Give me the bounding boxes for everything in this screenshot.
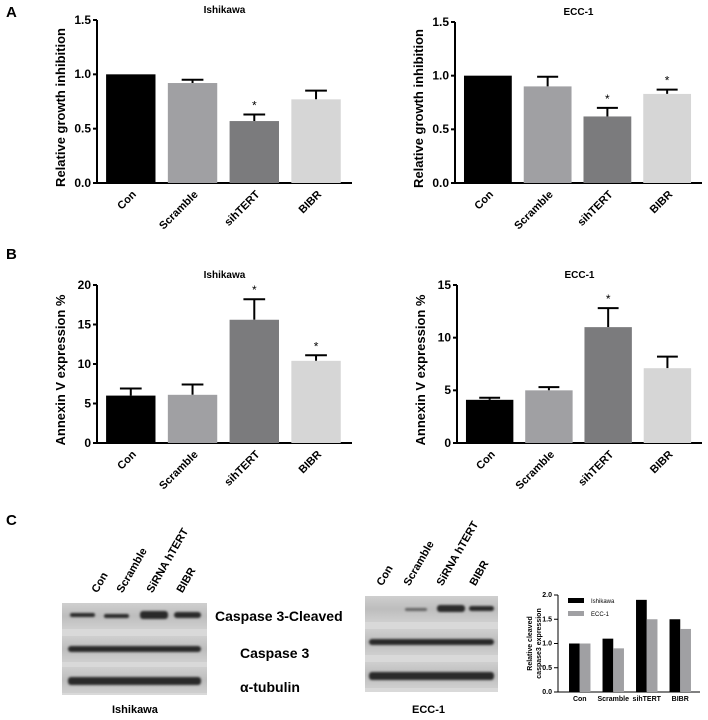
x-tick-label: sihTERT: [575, 188, 615, 228]
bar: [523, 86, 572, 183]
x-tick-label: Scramble: [157, 449, 201, 493]
bar: [465, 399, 514, 443]
x-tick-label: BIBR: [297, 189, 325, 217]
y-tick-label: 0.0: [74, 176, 91, 190]
significance-star: *: [252, 283, 257, 297]
y-axis-title: Annexin V expression %: [413, 294, 428, 445]
bar: [525, 390, 573, 443]
y-tick-label: 20: [78, 278, 92, 292]
y-tick-label: 15: [438, 278, 452, 292]
bar-ishikawa: [602, 638, 614, 692]
blot-row-label: Caspase 3: [240, 645, 310, 661]
significance-star: *: [606, 292, 611, 306]
bar: [463, 75, 512, 183]
y-tick-label: 1.5: [542, 616, 552, 623]
bar-ecc-1: [646, 619, 658, 692]
bar: [583, 116, 632, 183]
y-tick-label: 10: [78, 357, 92, 371]
x-tick-label: Con: [474, 448, 498, 472]
x-tick-label: BIBR: [648, 449, 676, 477]
x-tick-label: sihTERT: [633, 696, 662, 703]
bar-ishikawa: [569, 643, 580, 692]
y-axis-title: Relative growth inhibition: [53, 28, 68, 187]
bar: [106, 74, 156, 183]
x-tick-label: Con: [472, 188, 496, 212]
blot-caption: Ishikawa: [112, 704, 158, 716]
x-tick-label: BIBR: [648, 189, 676, 217]
y-tick-label: 10: [438, 331, 452, 345]
blot-row-label: Caspase 3-Cleaved: [215, 608, 343, 624]
y-tick-label: 0.5: [74, 122, 91, 136]
y-axis-title: Relative cleaved caspase3 expression: [527, 608, 543, 678]
legend-label: ECC-1: [591, 612, 610, 618]
chart-title: Ishikawa: [204, 270, 246, 281]
x-tick-label: sihTERT: [222, 448, 262, 488]
x-tick-label: sihTERT: [222, 188, 262, 228]
y-tick-label: 0.0: [432, 176, 449, 190]
bar: [167, 394, 218, 443]
bar-ishikawa: [636, 599, 647, 692]
y-tick-label: 5: [444, 383, 451, 397]
y-tick-label: 5: [84, 396, 91, 410]
bar-ecc-1: [680, 628, 691, 692]
panel-label-c: C: [6, 512, 17, 529]
chart-title: Ishikawa: [204, 5, 246, 16]
bar: [106, 395, 156, 443]
x-tick-label: Con: [573, 696, 587, 703]
bar-ishikawa: [669, 619, 681, 692]
blot-caption: ECC-1: [412, 704, 446, 716]
panel-label-a: A: [6, 4, 17, 21]
bar: [167, 83, 218, 183]
y-tick-label: 1.5: [74, 13, 91, 27]
x-tick-label: Scramble: [514, 449, 558, 493]
y-tick-label: 0.5: [542, 665, 552, 672]
ecc1-blot: [365, 596, 498, 692]
chart-title: ECC-1: [564, 270, 594, 281]
significance-star: *: [665, 74, 670, 88]
y-axis-title: Annexin V expression %: [53, 294, 68, 445]
bar: [643, 93, 692, 183]
y-tick-label: 0: [84, 436, 91, 450]
x-tick-label: Scramble: [157, 189, 201, 233]
bar: [291, 360, 341, 443]
y-axis-title: Relative growth inhibition: [411, 29, 426, 188]
bar: [291, 99, 341, 183]
x-tick-label: Con: [115, 448, 139, 472]
panel-label-b: B: [6, 246, 17, 263]
bar-ecc-1: [579, 643, 591, 692]
y-tick-label: 1.0: [74, 67, 91, 81]
significance-star: *: [314, 339, 319, 353]
y-tick-label: 1.0: [432, 69, 449, 83]
y-tick-label: 15: [78, 317, 92, 331]
x-tick-label: sihTERT: [576, 448, 616, 488]
y-tick-label: 0.0: [542, 689, 552, 696]
bar: [643, 368, 692, 443]
ishikawa-blot: [62, 603, 207, 695]
significance-star: *: [252, 99, 257, 113]
significance-star: *: [605, 92, 610, 106]
legend-label: Ishikawa: [591, 599, 615, 605]
legend-swatch: [568, 611, 584, 616]
bar-ecc-1: [613, 648, 624, 692]
blot-row-label: α-tubulin: [240, 679, 300, 695]
x-tick-label: BIBR: [672, 696, 689, 703]
y-tick-label: 2.0: [542, 592, 552, 599]
x-tick-label: BIBR: [297, 449, 325, 477]
y-tick-label: 0.5: [432, 122, 449, 136]
y-tick-label: 0: [444, 436, 451, 450]
bar: [229, 121, 279, 183]
legend-swatch: [568, 598, 584, 603]
chart-title: ECC-1: [563, 7, 593, 18]
x-tick-label: Scramble: [597, 696, 629, 703]
y-tick-label: 1.0: [542, 641, 552, 648]
y-tick-label: 1.5: [432, 15, 449, 29]
bar: [584, 327, 632, 443]
bar: [229, 319, 279, 443]
x-tick-label: Con: [115, 188, 139, 212]
x-tick-label: Scramble: [512, 189, 556, 233]
